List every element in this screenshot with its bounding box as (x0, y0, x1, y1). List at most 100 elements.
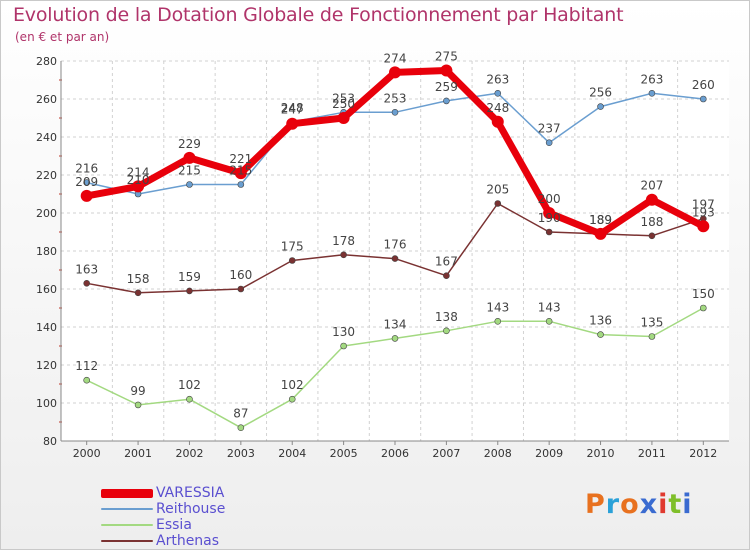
legend-label: VARESSIA (156, 485, 225, 501)
data-label-varessia: 193 (692, 205, 715, 219)
x-tick-label: 2006 (381, 447, 409, 460)
legend: VARESSIA Reithouse Essia Arthenas (101, 485, 225, 549)
y-tick-label: 160 (36, 283, 57, 296)
x-tick-label: 2011 (638, 447, 666, 460)
x-tick-label: 2010 (587, 447, 615, 460)
data-labels: 209 214 229 221 247 250 274 275 248 200 189 207 193 2… (75, 50, 715, 421)
data-label-reithouse: 216 (75, 162, 98, 176)
point-varessia (337, 112, 350, 124)
point-arthenas (186, 287, 193, 295)
point-varessia (645, 193, 658, 206)
data-label-reithouse: 256 (589, 86, 612, 100)
data-label-essia: 143 (538, 300, 561, 314)
point-arthenas (443, 272, 450, 280)
data-label-essia: 143 (486, 300, 509, 314)
x-tick-label: 2009 (535, 447, 563, 460)
point-arthenas (340, 251, 347, 259)
data-label-essia: 150 (692, 287, 715, 301)
data-label-reithouse: 248 (281, 101, 304, 115)
legend-swatch (101, 508, 153, 510)
point-essia (237, 424, 245, 432)
point-essia (83, 376, 90, 384)
data-label-essia: 138 (435, 310, 458, 324)
x-tick-label: 2012 (689, 447, 717, 460)
point-essia (340, 342, 347, 350)
point-arthenas (494, 200, 502, 207)
point-essia (134, 401, 142, 409)
data-label-reithouse: 253 (332, 91, 355, 105)
legend-item-arthenas: Arthenas (101, 533, 225, 549)
y-tick-label: 260 (36, 93, 57, 106)
point-essia (545, 317, 553, 325)
y-tick-label: 180 (36, 245, 57, 258)
legend-label: Arthenas (156, 533, 220, 549)
grid (61, 60, 729, 442)
point-reithouse (700, 95, 707, 103)
point-arthenas (134, 289, 142, 297)
y-tick-label: 240 (36, 131, 57, 144)
data-label-arthenas: 178 (332, 234, 355, 248)
data-label-arthenas: 189 (589, 213, 612, 227)
point-varessia (594, 227, 607, 240)
point-varessia (286, 117, 299, 130)
point-essia (443, 327, 450, 335)
x-tick-label: 2007 (432, 447, 460, 460)
data-label-reithouse: 260 (692, 78, 715, 92)
logo-letter: o (620, 489, 640, 520)
plot-area (61, 61, 729, 441)
series-lines (80, 64, 710, 432)
legend-label: Reithouse (156, 501, 226, 517)
proxiti-logo: Proxiti (585, 489, 693, 520)
y-tick-label: 200 (36, 207, 57, 220)
data-label-arthenas: 197 (692, 198, 715, 212)
data-label-varessia: 247 (281, 103, 304, 117)
data-label-essia: 130 (332, 325, 355, 339)
point-varessia (183, 151, 196, 164)
data-label-arthenas: 176 (384, 238, 407, 252)
point-varessia (491, 115, 504, 128)
legend-swatch (101, 540, 153, 542)
data-label-reithouse: 237 (538, 122, 561, 136)
point-varessia (80, 189, 93, 202)
chart-subtitle: (en € et par an) (15, 30, 110, 44)
data-label-reithouse: 263 (640, 72, 663, 86)
x-tick-label: 2001 (124, 447, 152, 460)
legend-label: Essia (156, 517, 192, 533)
data-label-reithouse: 215 (229, 164, 252, 178)
point-reithouse (237, 181, 245, 188)
data-label-essia: 102 (178, 378, 201, 392)
point-varessia (234, 167, 247, 180)
data-label-essia: 102 (281, 378, 304, 392)
data-label-varessia: 209 (75, 175, 98, 189)
logo-letter: r (605, 489, 621, 520)
data-label-varessia: 250 (332, 97, 355, 111)
point-essia (288, 395, 296, 403)
point-essia (391, 335, 399, 342)
data-label-essia: 99 (130, 384, 145, 398)
data-label-varessia: 275 (435, 50, 458, 64)
point-arthenas (648, 232, 656, 240)
data-label-arthenas: 163 (75, 262, 98, 276)
point-reithouse (545, 139, 553, 146)
data-label-reithouse: 263 (486, 72, 509, 86)
data-label-varessia: 248 (486, 101, 509, 115)
data-label-arthenas: 188 (640, 215, 663, 229)
point-reithouse (648, 90, 656, 97)
x-tick-label: 2000 (73, 447, 101, 460)
data-label-varessia: 274 (384, 51, 407, 65)
data-label-reithouse: 215 (178, 164, 201, 178)
point-reithouse (83, 179, 90, 186)
data-label-arthenas: 190 (538, 211, 561, 225)
data-label-essia: 87 (233, 407, 248, 421)
legend-swatch (101, 524, 153, 526)
point-arthenas (83, 279, 90, 287)
data-label-essia: 136 (589, 314, 612, 328)
point-varessia (132, 180, 145, 193)
data-label-arthenas: 158 (127, 272, 150, 286)
data-label-varessia: 189 (589, 213, 612, 227)
chart-title: Evolution de la Dotation Globale de Fonc… (13, 4, 624, 26)
point-reithouse (597, 103, 604, 110)
data-label-essia: 112 (75, 359, 98, 373)
